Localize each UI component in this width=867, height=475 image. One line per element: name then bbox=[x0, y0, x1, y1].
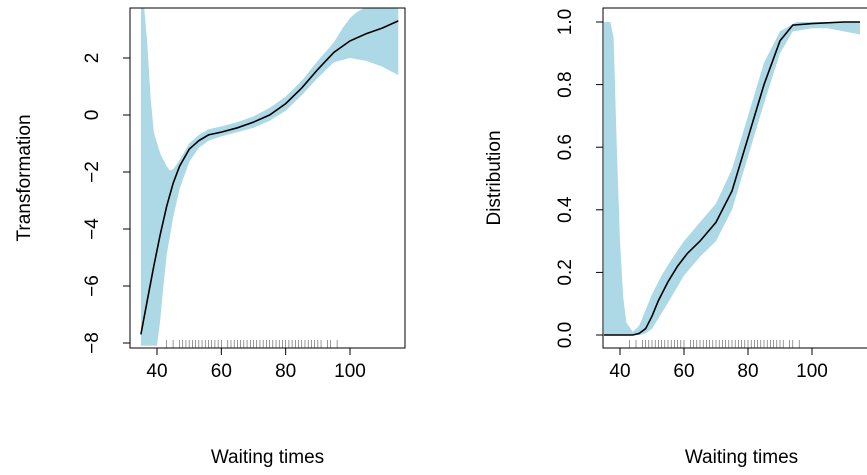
y-tick-label: 0.2 bbox=[555, 259, 576, 285]
x-axis-label: Waiting times bbox=[211, 447, 324, 468]
y-tick-label: −4 bbox=[82, 218, 103, 240]
confidence-band bbox=[604, 22, 860, 335]
y-axis-label: Distribution bbox=[484, 130, 505, 225]
x-axis: 40 60 80 100 bbox=[146, 347, 366, 382]
x-tick-label: 100 bbox=[796, 361, 828, 382]
y-tick-label: −6 bbox=[82, 275, 103, 297]
rug bbox=[166, 340, 338, 348]
x-tick-label: 40 bbox=[146, 361, 167, 382]
y-tick-label: 0.8 bbox=[555, 71, 576, 97]
y-tick-label: 2 bbox=[82, 53, 103, 64]
confidence-band bbox=[140, 8, 399, 346]
y-tick-label: 0.4 bbox=[555, 196, 576, 223]
x-tick-label: 100 bbox=[334, 361, 366, 382]
rug bbox=[629, 340, 800, 348]
y-tick-label: −8 bbox=[82, 332, 103, 354]
x-tick-label: 40 bbox=[609, 361, 630, 382]
transformation-panel: 40 60 80 100 Waiting times −8 −6 −4 −2 0 2 Transfor… bbox=[14, 7, 406, 468]
plot-area bbox=[140, 8, 399, 348]
x-tick-label: 60 bbox=[673, 361, 694, 382]
distribution-panel: 40 60 80 100 Waiting times 0.0 0.2 0.4 0.6 0.8 1.0… bbox=[484, 7, 867, 468]
y-tick-label: −2 bbox=[82, 161, 103, 183]
y-tick-label: 0.6 bbox=[555, 134, 576, 160]
y-tick-label: 0.0 bbox=[555, 322, 576, 348]
y-axis: −8 −6 −4 −2 0 2 bbox=[82, 53, 131, 354]
series-line bbox=[140, 20, 399, 335]
x-axis-label: Waiting times bbox=[685, 447, 798, 468]
series-line bbox=[604, 21, 860, 336]
plot-area bbox=[604, 21, 860, 348]
y-axis-label: Transformation bbox=[14, 114, 35, 241]
y-tick-label: 0 bbox=[82, 110, 103, 121]
x-tick-label: 80 bbox=[737, 361, 758, 382]
x-tick-label: 80 bbox=[275, 361, 296, 382]
x-axis: 40 60 80 100 bbox=[609, 347, 828, 382]
y-tick-label: 1.0 bbox=[555, 9, 576, 35]
y-axis: 0.0 0.2 0.4 0.6 0.8 1.0 bbox=[555, 9, 604, 348]
x-tick-label: 60 bbox=[211, 361, 232, 382]
